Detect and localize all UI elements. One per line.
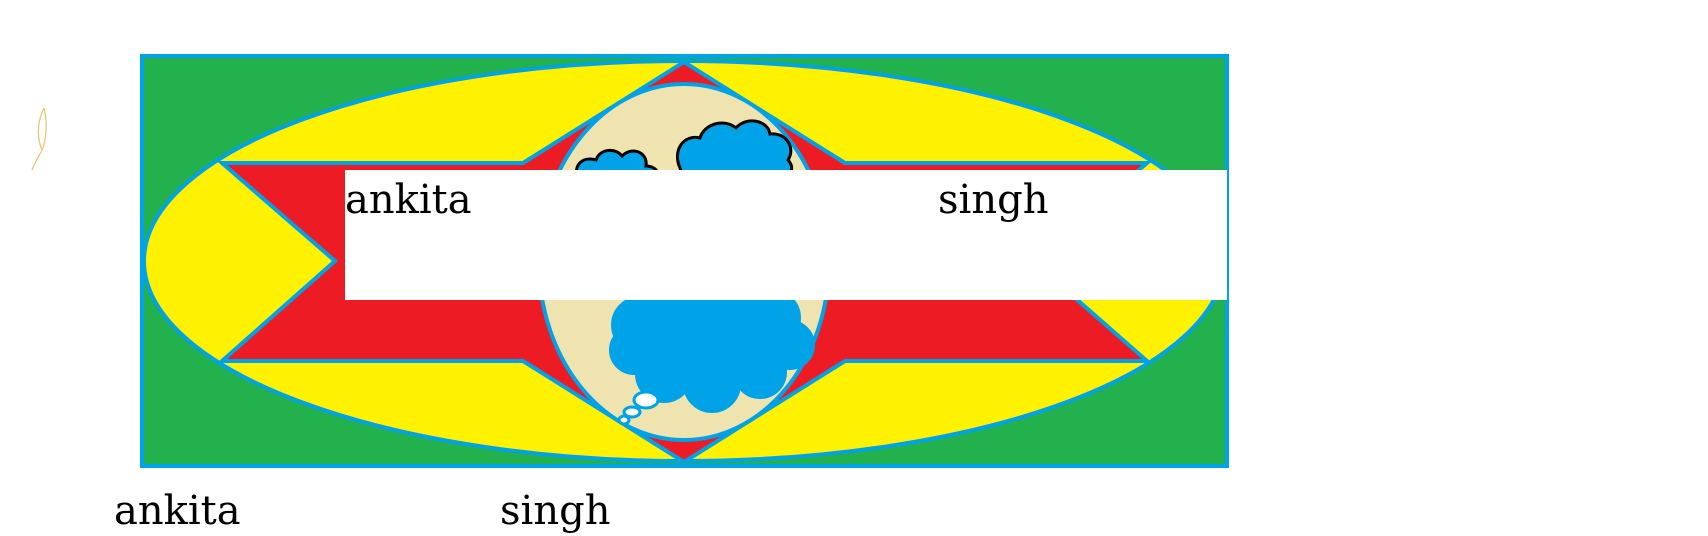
bottom-text-last: singh [500, 488, 611, 534]
pencil-scribble [31, 107, 47, 171]
thought-cloud-shape [609, 275, 815, 413]
band-text-last: singh [938, 177, 1049, 223]
bottom-text-first: ankita [114, 488, 241, 534]
white-band [345, 170, 1227, 300]
large-cloud-shape [676, 119, 794, 182]
thought-bubbles [617, 390, 660, 426]
band-text-first: ankita [345, 177, 472, 223]
